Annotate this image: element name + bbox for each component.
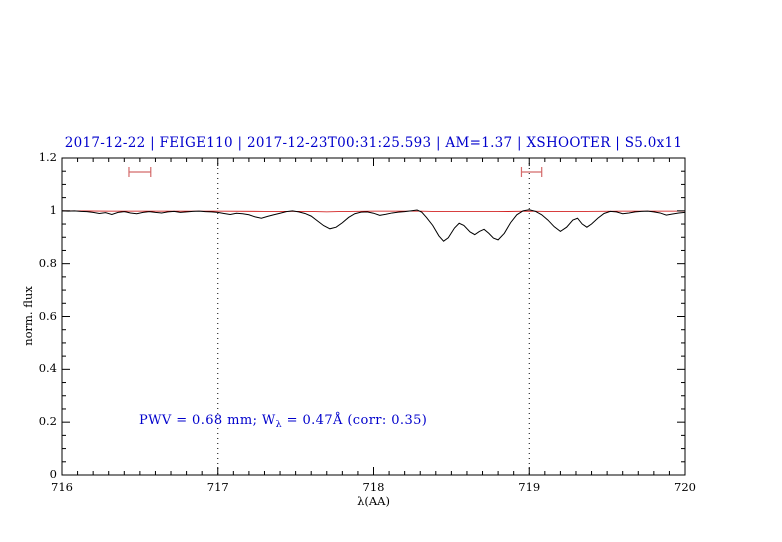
y-tick-label: 1: [49, 202, 57, 217]
x-axis-label: λ(AA): [357, 494, 390, 508]
pwv-annotation-sub: λ: [275, 419, 283, 430]
telluric-model-line: [61, 210, 685, 213]
y-tick-label: 0: [49, 467, 57, 481]
pwv-annotation-post: = 0.47Å (corr: 0.35): [282, 413, 428, 428]
observed-spectrum-line: [61, 209, 686, 242]
y-tick-label: 0.4: [38, 361, 57, 376]
x-tick-label: 717: [206, 480, 229, 494]
plot-title: 2017-12-22 | FEIGE110 | 2017-12-23T00:31…: [64, 135, 683, 151]
x-tick-label: 718: [362, 480, 385, 494]
x-tick-label: 716: [51, 480, 73, 494]
pwv-annotation-pre: PWV = 0.68 mm; W: [139, 413, 276, 428]
y-tick-label: 1.2: [38, 150, 57, 164]
x-tick-label: 719: [518, 480, 541, 494]
y-tick-label: 0.2: [38, 414, 57, 429]
pwv-annotation: PWV = 0.68 mm; Wλ = 0.47Å (corr: 0.35): [139, 413, 427, 430]
y-tick-label: 0.8: [38, 255, 57, 270]
x-tick-label: 720: [674, 480, 696, 494]
y-tick-label: 0.6: [38, 308, 57, 323]
